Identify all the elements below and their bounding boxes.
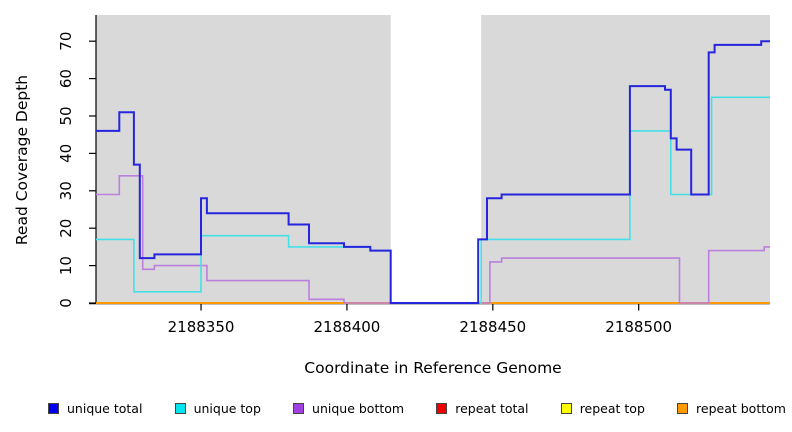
shaded-region <box>481 15 770 303</box>
legend-item: repeat bottom <box>677 401 786 416</box>
y-axis-label: Read Coverage Depth <box>13 75 31 245</box>
y-tick-label: 0 <box>57 298 75 308</box>
y-tick-label: 20 <box>57 219 75 238</box>
x-tick-label: 2188450 <box>459 318 526 336</box>
series-unique-total <box>96 40 770 304</box>
legend-swatch-icon <box>48 403 59 414</box>
y-tick-label: 70 <box>57 32 75 51</box>
y-tick-label: 60 <box>57 69 75 88</box>
x-tick-label: 2188400 <box>314 318 381 336</box>
shaded-region <box>96 15 391 303</box>
legend-label: unique bottom <box>312 401 405 416</box>
series-lines <box>96 40 770 304</box>
legend-item: unique top <box>174 401 261 416</box>
legend-label: repeat total <box>455 401 529 416</box>
plot-background <box>96 15 770 303</box>
series-unique-bottom <box>96 175 770 304</box>
x-tick-label: 2188350 <box>168 318 235 336</box>
y-tick-label: 10 <box>57 256 75 275</box>
x-axis-label: Coordinate in Reference Genome <box>304 359 561 377</box>
legend-swatch-icon <box>174 403 186 414</box>
legend-label: repeat bottom <box>696 401 786 416</box>
legend-swatch-icon <box>677 403 689 414</box>
legend-item: repeat top <box>560 401 645 416</box>
legend-item: repeat total <box>436 401 529 416</box>
y-tick-label: 50 <box>57 106 75 125</box>
axes: 0 10 20 30 40 50 60 70 2188350 2188400 2188450 2188… <box>57 15 770 336</box>
legend-label: unique top <box>193 401 261 416</box>
legend-swatch-icon <box>560 403 572 414</box>
legend-label: repeat top <box>579 401 645 416</box>
x-tick-label: 2188500 <box>605 318 672 336</box>
legend-swatch-icon <box>293 403 305 414</box>
legend-label: unique total <box>67 401 143 416</box>
y-tick-label: 40 <box>57 144 75 163</box>
legend: unique total unique top unique bottom repea… <box>48 401 786 416</box>
coverage-chart: 0 10 20 30 40 50 60 70 2188350 2188400 2188450 2188… <box>13 15 770 377</box>
legend-item: unique bottom <box>293 401 404 416</box>
legend-item: unique total <box>48 401 142 416</box>
legend-swatch-icon <box>436 403 448 414</box>
y-tick-label: 30 <box>57 181 75 200</box>
